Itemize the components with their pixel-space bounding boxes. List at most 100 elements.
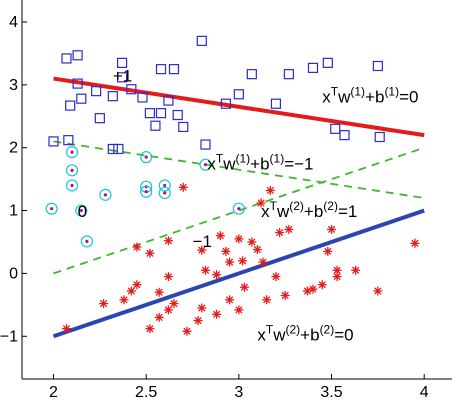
asterisk-point — [239, 282, 249, 292]
asterisk-point — [212, 270, 222, 280]
asterisk-point — [212, 309, 222, 319]
asterisk-point — [163, 305, 173, 315]
asterisk-point — [154, 312, 164, 322]
asterisk-point — [275, 228, 285, 238]
square-point — [220, 98, 231, 109]
plot-content: +10−1xTw(1)+b(1)=0xTw(1)+b(1)=−1xTw(2)+b… — [45, 35, 425, 345]
x-tick-label: 2.5 — [135, 384, 157, 401]
square-point — [126, 84, 137, 95]
asterisk-point — [169, 299, 179, 309]
square-point — [163, 95, 174, 106]
equation-superscript: (1) — [270, 152, 285, 166]
asterisk-point — [154, 287, 164, 297]
square-point — [374, 131, 385, 143]
asterisk-point — [119, 295, 129, 305]
asterisk-point — [225, 295, 235, 305]
equation-superscript: (2) — [320, 323, 335, 337]
equation-superscript: (1) — [350, 84, 365, 98]
square-point — [168, 64, 180, 75]
square-point — [72, 78, 83, 89]
boundary-line-blue — [52, 208, 425, 339]
ticks: 2 2.5 3 3.5 4 −1 0 1 2 3 4 — [0, 14, 429, 401]
equation-part: +b — [365, 87, 384, 106]
annotation-zero: 0 — [78, 202, 87, 221]
equation-part: x — [257, 326, 266, 345]
square-point — [72, 50, 83, 61]
square-point — [116, 57, 128, 68]
asterisk-point — [193, 316, 203, 326]
square-point — [307, 62, 319, 73]
asterisk-point — [252, 245, 262, 255]
asterisk-point — [99, 299, 109, 309]
square-point — [144, 108, 155, 119]
asterisk-point — [280, 290, 290, 300]
asterisk-point — [132, 242, 142, 252]
asterisk-point — [258, 257, 268, 267]
asterisk-point — [327, 224, 337, 234]
asterisk-point — [256, 198, 266, 208]
annotation-eq_blue: xTw(2)+b(2)=0 — [257, 323, 353, 345]
asterisk-point — [178, 182, 188, 192]
asterisk-point — [271, 272, 281, 282]
equation-superscript: T — [270, 199, 278, 213]
square-point — [196, 35, 207, 46]
y-tick-label: 1 — [9, 203, 18, 220]
asterisk-point — [145, 324, 155, 334]
equation-part: =−1 — [284, 155, 313, 174]
x-tick-label: 3.5 — [320, 384, 342, 401]
x-tick-label: 3 — [234, 384, 243, 401]
y-tick-label: 2 — [9, 140, 18, 157]
asterisk-point — [351, 265, 361, 275]
margin-line-upper — [53, 140, 425, 199]
asterisk-point — [225, 257, 235, 267]
asterisk-point — [247, 237, 257, 247]
square-point — [48, 136, 59, 147]
asterisk-point — [163, 236, 173, 246]
x-tick-label: 4 — [420, 384, 429, 401]
equation-part: w — [222, 155, 236, 174]
asterisk-point — [373, 286, 383, 296]
square-point — [339, 130, 350, 141]
annotation-plus1: +1 — [113, 67, 132, 86]
asterisk-point — [200, 265, 210, 275]
square-point — [107, 143, 118, 155]
asterisk-point — [410, 238, 420, 248]
annotation-eq_dash1: xTw(1)+b(1)=−1 — [207, 152, 313, 174]
square-point — [155, 108, 167, 119]
square-point — [330, 123, 341, 134]
circle-point — [80, 235, 93, 248]
asterisk-point — [221, 246, 231, 256]
asterisk-point — [332, 265, 342, 275]
annotation-minus1: −1 — [193, 232, 212, 251]
equation-part: =0 — [334, 326, 353, 345]
equation-superscript: (2) — [289, 199, 304, 213]
circle-point — [140, 185, 153, 198]
circle-point — [65, 146, 79, 159]
square-point — [61, 53, 72, 64]
equation-superscript: T — [331, 84, 339, 98]
asterisk-point — [265, 185, 275, 195]
equation-part: w — [337, 87, 351, 106]
square-point — [116, 72, 128, 83]
equation-superscript: (2) — [323, 199, 338, 213]
asterisk-point — [197, 303, 207, 313]
asterisk-point — [234, 234, 244, 244]
y-tick-label: 0 — [9, 265, 18, 282]
square-point — [107, 91, 118, 102]
equation-part: +b — [250, 155, 269, 174]
x-tick-label: 2 — [49, 384, 58, 401]
circle-point — [140, 151, 153, 164]
y-tick-label: 4 — [9, 14, 18, 31]
circle-point — [232, 202, 245, 215]
square-point — [172, 109, 183, 121]
square-point — [94, 113, 105, 124]
asterisk-point — [182, 326, 192, 336]
asterisk-point — [284, 224, 294, 234]
annotation-eq_red: xTw(1)+b(1)=0 — [322, 84, 418, 106]
equation-superscript: (1) — [384, 84, 399, 98]
square-point — [150, 120, 161, 131]
square-point — [233, 89, 244, 100]
square-point — [178, 121, 189, 133]
square-point — [91, 86, 102, 97]
